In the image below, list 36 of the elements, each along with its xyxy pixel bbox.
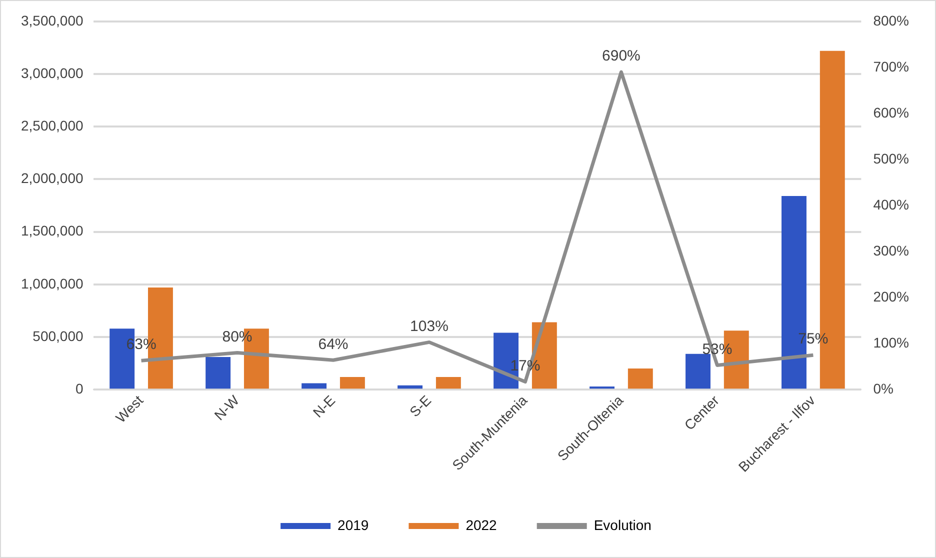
- y2-tick-label: 700%: [873, 58, 910, 74]
- bar: [686, 354, 710, 389]
- y-tick-label: 1,500,000: [20, 222, 84, 239]
- bar: [302, 383, 327, 389]
- y-tick-label: 500,000: [32, 328, 84, 344]
- legend-label: 2019: [338, 516, 369, 533]
- data-label: 75%: [798, 330, 828, 348]
- x-tick-label: S-E: [406, 392, 434, 420]
- data-label: 63%: [126, 336, 156, 354]
- y2-tick-label: 600%: [873, 104, 910, 120]
- y2-tick-label: 200%: [873, 288, 910, 304]
- bar: [628, 368, 653, 389]
- bar: [398, 385, 423, 389]
- y2-tick-label: 400%: [873, 196, 910, 212]
- y-tick-label: 1,000,000: [20, 275, 84, 292]
- y2-tick-label: 100%: [873, 334, 910, 350]
- y2-tick-label: 800%: [873, 12, 910, 28]
- y2-tick-label: 300%: [873, 242, 910, 258]
- legend-label: Evolution: [594, 516, 652, 533]
- data-label: 17%: [510, 357, 540, 374]
- data-label: 103%: [410, 318, 448, 335]
- y2-tick-label: 0%: [873, 380, 894, 396]
- y2-tick-label: 500%: [873, 150, 910, 166]
- bar: [436, 376, 461, 389]
- data-label: 64%: [318, 336, 348, 353]
- bar: [590, 386, 614, 389]
- bar: [206, 356, 231, 389]
- y-tick-label: 2,000,000: [20, 170, 84, 186]
- y-tick-label: 3,500,000: [20, 12, 84, 28]
- x-tick-label: N-E: [310, 392, 338, 420]
- legend-label: 2022: [466, 516, 498, 533]
- bar: [340, 376, 365, 389]
- y-tick-label: 2,500,000: [20, 117, 84, 134]
- data-label: 690%: [602, 48, 640, 65]
- y-tick-label: 3,000,000: [20, 64, 84, 81]
- y-tick-label: 0: [75, 380, 84, 396]
